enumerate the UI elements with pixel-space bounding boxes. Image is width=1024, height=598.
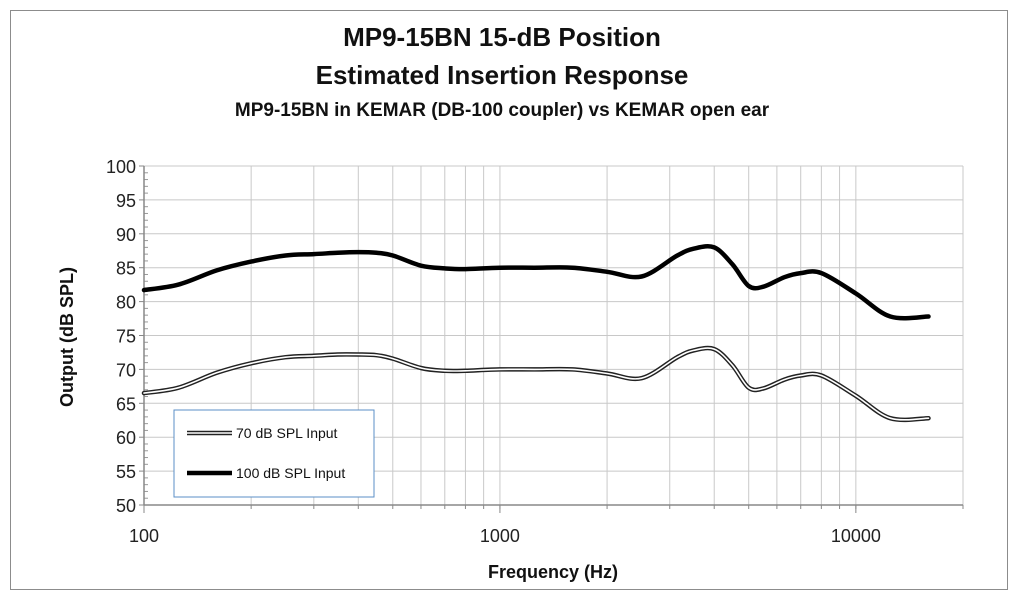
y-tick-label: 80 (116, 293, 136, 313)
axes: 50 55 60 65 70 75 80 85 90 95 100 100 1000 10000 (106, 157, 964, 546)
y-tick-label: 50 (116, 496, 136, 516)
series-70db-line (141, 345, 931, 423)
y-tick-label: 75 (116, 327, 136, 347)
chart-subtitle-2: MP9-15BN in KEMAR (DB-100 coupler) vs KE… (234, 100, 770, 121)
y-tick-label: 55 (116, 462, 136, 482)
y-tick-label: 95 (116, 191, 136, 211)
legend: 70 dB SPL Input 100 dB SPL Input (173, 409, 375, 498)
chart-title: MP9-15BN 15-dB Position (343, 22, 661, 52)
y-tick-label: 90 (116, 225, 136, 245)
x-axis-title: Frequency (Hz) (488, 562, 618, 582)
chart-subtitle: Estimated Insertion Response (315, 60, 689, 90)
x-tick-label: 100 (129, 526, 159, 546)
series-lines (141, 244, 931, 423)
legend-label: 70 dB SPL Input (236, 425, 338, 441)
y-tick-label: 85 (116, 259, 136, 279)
y-tick-label: 65 (116, 394, 136, 414)
y-tick-label: 70 (116, 360, 136, 380)
legend-label: 100 dB SPL Input (236, 465, 345, 481)
y-tick-label: 60 (116, 428, 136, 448)
series-70db-line-inner (143, 347, 930, 421)
series-100db-line (141, 244, 931, 321)
x-tick-label: 10000 (831, 526, 881, 546)
x-tick-label: 1000 (480, 526, 520, 546)
y-tick-label: 100 (106, 157, 136, 177)
y-axis-title: Output (dB SPL) (57, 267, 77, 407)
legend-box (173, 409, 375, 498)
